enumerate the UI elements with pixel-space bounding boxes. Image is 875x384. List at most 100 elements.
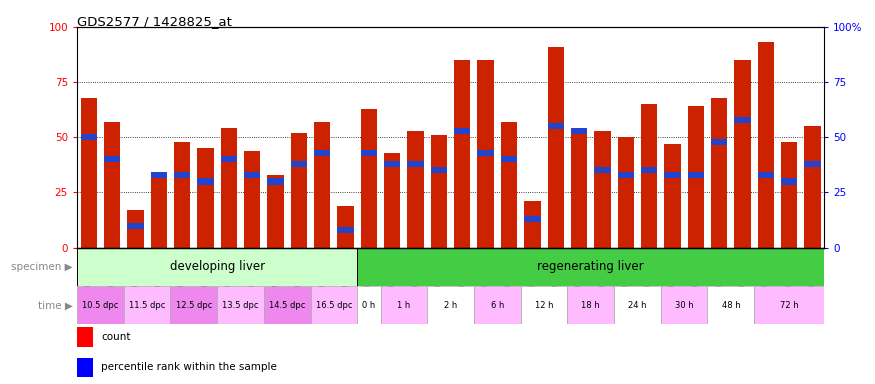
Bar bbox=[268, 175, 284, 248]
Bar bbox=[478, 150, 494, 156]
Bar bbox=[500, 122, 517, 248]
Bar bbox=[77, 327, 94, 347]
Bar bbox=[688, 172, 704, 178]
Bar bbox=[804, 126, 821, 248]
Bar bbox=[104, 122, 120, 248]
Bar bbox=[197, 178, 214, 185]
Bar bbox=[618, 137, 634, 248]
Bar bbox=[478, 60, 494, 248]
Bar bbox=[521, 286, 567, 324]
Bar bbox=[734, 60, 751, 248]
Bar bbox=[357, 286, 381, 324]
Bar bbox=[77, 286, 123, 324]
Bar bbox=[264, 286, 311, 324]
Bar bbox=[570, 128, 587, 248]
Bar bbox=[734, 116, 751, 123]
Text: 48 h: 48 h bbox=[722, 301, 740, 310]
Text: 12 h: 12 h bbox=[535, 301, 553, 310]
Text: 0 h: 0 h bbox=[362, 301, 375, 310]
Bar bbox=[217, 286, 264, 324]
Bar bbox=[357, 248, 824, 286]
Bar bbox=[664, 144, 681, 248]
Text: 2 h: 2 h bbox=[444, 301, 458, 310]
Bar bbox=[430, 167, 447, 174]
Bar bbox=[500, 156, 517, 162]
Bar bbox=[567, 286, 614, 324]
Bar bbox=[244, 151, 260, 248]
Bar bbox=[384, 153, 401, 248]
Bar bbox=[758, 42, 774, 248]
Text: 12.5 dpc: 12.5 dpc bbox=[176, 301, 212, 310]
Bar bbox=[127, 222, 144, 229]
Bar bbox=[754, 286, 824, 324]
Bar bbox=[618, 172, 634, 178]
Bar bbox=[197, 148, 214, 248]
Bar bbox=[104, 156, 120, 162]
Text: 30 h: 30 h bbox=[675, 301, 694, 310]
Text: 72 h: 72 h bbox=[780, 301, 799, 310]
Text: developing liver: developing liver bbox=[170, 260, 264, 273]
Bar bbox=[614, 286, 661, 324]
Bar bbox=[77, 248, 357, 286]
Text: 6 h: 6 h bbox=[491, 301, 504, 310]
Bar bbox=[314, 122, 331, 248]
Bar bbox=[174, 142, 190, 248]
Bar bbox=[711, 139, 727, 145]
Bar bbox=[171, 286, 217, 324]
Bar bbox=[548, 47, 564, 248]
Bar bbox=[641, 104, 657, 248]
Bar bbox=[427, 286, 474, 324]
Bar bbox=[430, 135, 447, 248]
Text: percentile rank within the sample: percentile rank within the sample bbox=[101, 362, 276, 372]
Bar bbox=[408, 161, 423, 167]
Text: specimen ▶: specimen ▶ bbox=[11, 262, 73, 272]
Bar bbox=[338, 227, 354, 233]
Bar bbox=[338, 206, 354, 248]
Text: time ▶: time ▶ bbox=[38, 300, 73, 310]
Bar bbox=[360, 109, 377, 248]
Bar bbox=[123, 286, 171, 324]
Bar bbox=[804, 161, 821, 167]
Text: 11.5 dpc: 11.5 dpc bbox=[129, 301, 165, 310]
Text: regenerating liver: regenerating liver bbox=[537, 260, 644, 273]
Text: 18 h: 18 h bbox=[581, 301, 600, 310]
Bar bbox=[454, 60, 471, 248]
Text: 14.5 dpc: 14.5 dpc bbox=[269, 301, 305, 310]
Bar bbox=[711, 98, 727, 248]
Text: 24 h: 24 h bbox=[628, 301, 647, 310]
Bar bbox=[80, 98, 97, 248]
Bar bbox=[360, 150, 377, 156]
Bar bbox=[688, 106, 704, 248]
Bar bbox=[594, 167, 611, 174]
Text: 10.5 dpc: 10.5 dpc bbox=[82, 301, 118, 310]
Bar bbox=[381, 286, 427, 324]
Bar bbox=[408, 131, 423, 248]
Bar bbox=[220, 156, 237, 162]
Text: 1 h: 1 h bbox=[397, 301, 410, 310]
Bar bbox=[661, 286, 708, 324]
Bar bbox=[314, 150, 331, 156]
Bar bbox=[758, 172, 774, 178]
Text: count: count bbox=[101, 332, 130, 342]
Text: GDS2577 / 1428825_at: GDS2577 / 1428825_at bbox=[77, 15, 232, 28]
Bar bbox=[641, 167, 657, 174]
Bar bbox=[290, 133, 307, 248]
Bar bbox=[570, 127, 587, 134]
Bar bbox=[708, 286, 754, 324]
Bar bbox=[548, 123, 564, 129]
Bar bbox=[174, 172, 190, 178]
Bar bbox=[77, 358, 94, 377]
Bar bbox=[781, 142, 797, 248]
Text: 13.5 dpc: 13.5 dpc bbox=[222, 301, 259, 310]
Bar bbox=[150, 175, 167, 248]
Bar bbox=[474, 286, 521, 324]
Bar bbox=[664, 172, 681, 178]
Bar bbox=[524, 201, 541, 248]
Bar bbox=[268, 178, 284, 185]
Bar bbox=[80, 134, 97, 141]
Bar bbox=[150, 172, 167, 178]
Text: 16.5 dpc: 16.5 dpc bbox=[316, 301, 352, 310]
Bar bbox=[290, 161, 307, 167]
Bar bbox=[781, 178, 797, 185]
Bar bbox=[524, 216, 541, 222]
